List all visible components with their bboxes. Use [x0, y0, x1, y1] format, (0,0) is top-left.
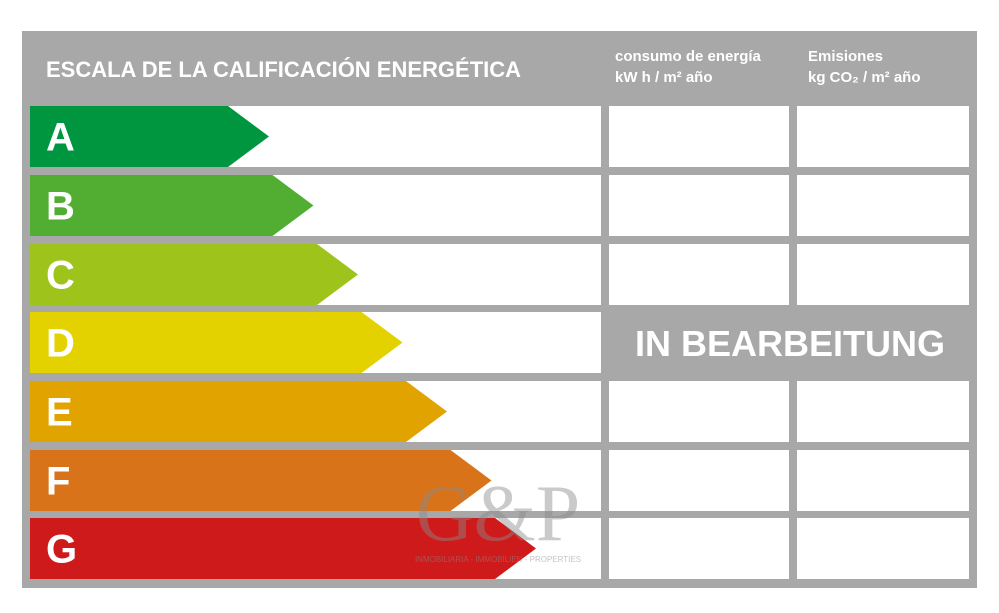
- value-cell: [797, 175, 969, 236]
- column-header: consumo de energía: [615, 48, 762, 65]
- label-title: ESCALA DE LA CALIFICACIÓN ENERGÉTICA: [46, 57, 521, 82]
- value-cell: [609, 244, 789, 305]
- rating-letter: C: [46, 254, 75, 298]
- value-cell: [797, 381, 969, 442]
- value-cell: [797, 518, 969, 579]
- rating-letter: D: [46, 322, 75, 366]
- status-text: IN BEARBEITUNG: [635, 323, 945, 364]
- rating-arrow: [30, 244, 358, 305]
- value-cell: [609, 518, 789, 579]
- rating-arrow: [30, 312, 403, 373]
- value-cell: [609, 175, 789, 236]
- value-cell: [609, 106, 789, 167]
- column-header: kW h / m² año: [615, 69, 713, 86]
- rating-arrow: [30, 106, 269, 167]
- column-header: kg CO₂ / m² año: [808, 69, 921, 86]
- column-header: Emisiones: [808, 48, 883, 65]
- rating-arrow: [30, 450, 492, 511]
- value-cell: [609, 450, 789, 511]
- value-cell: [609, 381, 789, 442]
- rating-letter: G: [46, 528, 77, 572]
- value-cell: [797, 106, 969, 167]
- rating-arrow: [30, 518, 536, 579]
- value-cell: [797, 244, 969, 305]
- rating-arrow: [30, 175, 314, 236]
- rating-arrow: [30, 381, 447, 442]
- rating-letter: E: [46, 391, 73, 435]
- watermark-logo: G&P: [416, 470, 581, 558]
- value-cell: [797, 450, 969, 511]
- rating-letter: B: [46, 185, 75, 229]
- rating-letter: A: [46, 116, 75, 160]
- watermark-tagline: INMOBILIARIA - IMMOBILIEN - PROPERTIES: [415, 555, 581, 564]
- rating-letter: F: [46, 460, 70, 504]
